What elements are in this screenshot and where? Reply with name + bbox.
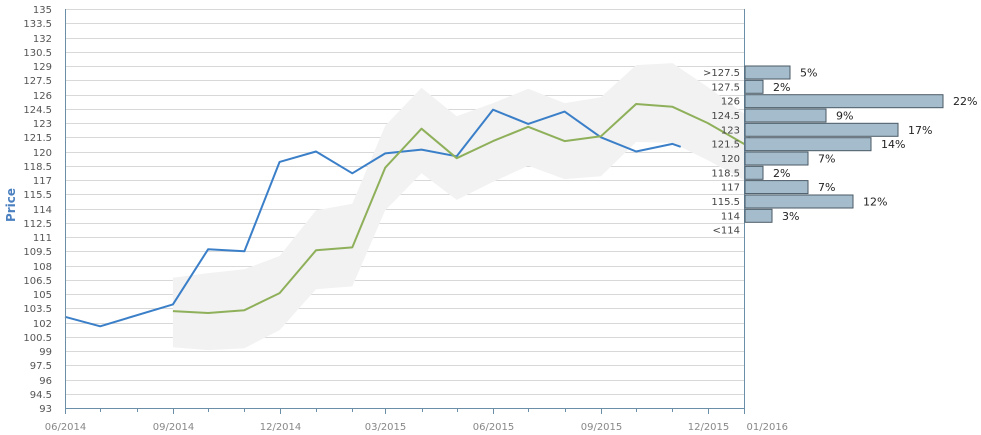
x-tick-label: 01/2016 [747,422,789,433]
distribution-bar [744,165,764,180]
distribution-percent-label: 12% [863,196,887,209]
distribution-bin-label: 120 [721,154,740,165]
distribution-percent-label: 22% [953,95,977,108]
distribution-bin-label: 127.5 [711,82,740,93]
y-tick-label: 123 [33,119,52,130]
distribution-bar [744,79,764,94]
series-layer [64,103,751,328]
distribution-percent-label: 7% [818,181,835,194]
distribution-percent-label: 5% [800,67,817,80]
distribution-bin-label: 115.5 [711,197,740,208]
x-tick-label: 12/2014 [260,422,302,433]
y-tick-label: 135 [33,5,52,16]
distribution-percent-label: 2% [773,167,790,180]
distribution-bin-label: <114 [713,226,740,237]
distribution-bin-label: 114 [721,211,740,222]
x-tick-label: 09/2014 [153,422,195,433]
y-tick-label: 133.5 [23,19,52,30]
distribution-bar [744,108,827,123]
y-tick-label: 97.5 [30,361,52,372]
y-tick-label: 115.5 [23,190,52,201]
distribution-bar [744,151,809,166]
x-tick-label: 12/2015 [688,422,730,433]
y-tick-label: 102 [33,319,52,330]
y-tick-label: 94.5 [30,390,52,401]
distribution-bin-label: 126 [721,97,740,108]
y-tick-label: 108 [33,262,52,273]
x-tick-label: 06/2015 [473,422,515,433]
distribution-percent-label: 9% [836,110,853,123]
y-tick-label: 118.5 [23,162,52,173]
y-tick-label: 130.5 [23,48,52,59]
x-tick-label: 06/2014 [45,422,87,433]
y-axis-label: Price [4,188,18,222]
y-tick-label: 103.5 [23,304,52,315]
y-tick-label: 124.5 [23,105,52,116]
y-tick-label: 127.5 [23,76,52,87]
y-tick-labels: 135 133.5 132 130.5 129 127.5 126 124.5 123 121.5… [23,5,52,415]
y-tick-label: 111 [33,233,52,244]
distribution-bar [744,94,944,109]
distribution-bar [744,180,809,195]
y-tick-label: 120 [33,148,52,159]
distribution-percent-label: 14% [881,138,905,151]
distribution-bar [744,137,872,152]
distribution-bar [744,65,791,80]
distribution-bar [744,122,899,137]
forecast-series-line [172,103,751,314]
y-tick-label: 109.5 [23,247,52,258]
distribution-percent-label: 3% [782,210,799,223]
distribution-bin-label: 118.5 [711,168,740,179]
distribution-bin-label: 117 [721,183,740,194]
distribution-percent-label: 2% [773,81,790,94]
y-tick-label: 129 [33,62,52,73]
distribution-bin-label: >127.5 [703,68,740,79]
x-tick-labels: 06/2014 09/2014 12/2014 03/2015 06/2015 09/20… [45,408,788,433]
y-tick-label: 132 [33,34,52,45]
y-tick-label: 100.5 [23,333,52,344]
distribution-bin-label: 124.5 [711,111,740,122]
distribution-bin-label: 123 [721,125,740,136]
distribution-percent-label: 7% [818,153,835,166]
actual-series-line [64,108,682,328]
y-tick-label: 106.5 [23,276,52,287]
y-tick-label: 117 [33,176,52,187]
distribution-bar [744,194,854,209]
y-tick-label: 99 [39,347,52,358]
x-tick-label: 09/2015 [581,422,623,433]
y-tick-label: 126 [33,91,52,102]
distribution-bar [744,208,773,223]
y-tick-label: 105 [33,290,52,301]
y-tick-label: 121.5 [23,133,52,144]
distribution-percent-label: 17% [908,124,932,137]
distribution-bars: >127.5 5% 127.5 2% 126 22% 124.5 9% 123 17% 121.5 1… [703,65,977,237]
y-tick-label: 114 [33,205,52,216]
x-tick-label: 03/2015 [365,422,407,433]
y-tick-label: 96 [39,376,52,387]
y-tick-label: 93 [39,404,52,415]
y-tick-label: 112.5 [23,219,52,230]
distribution-bin-label: 121.5 [711,140,740,151]
